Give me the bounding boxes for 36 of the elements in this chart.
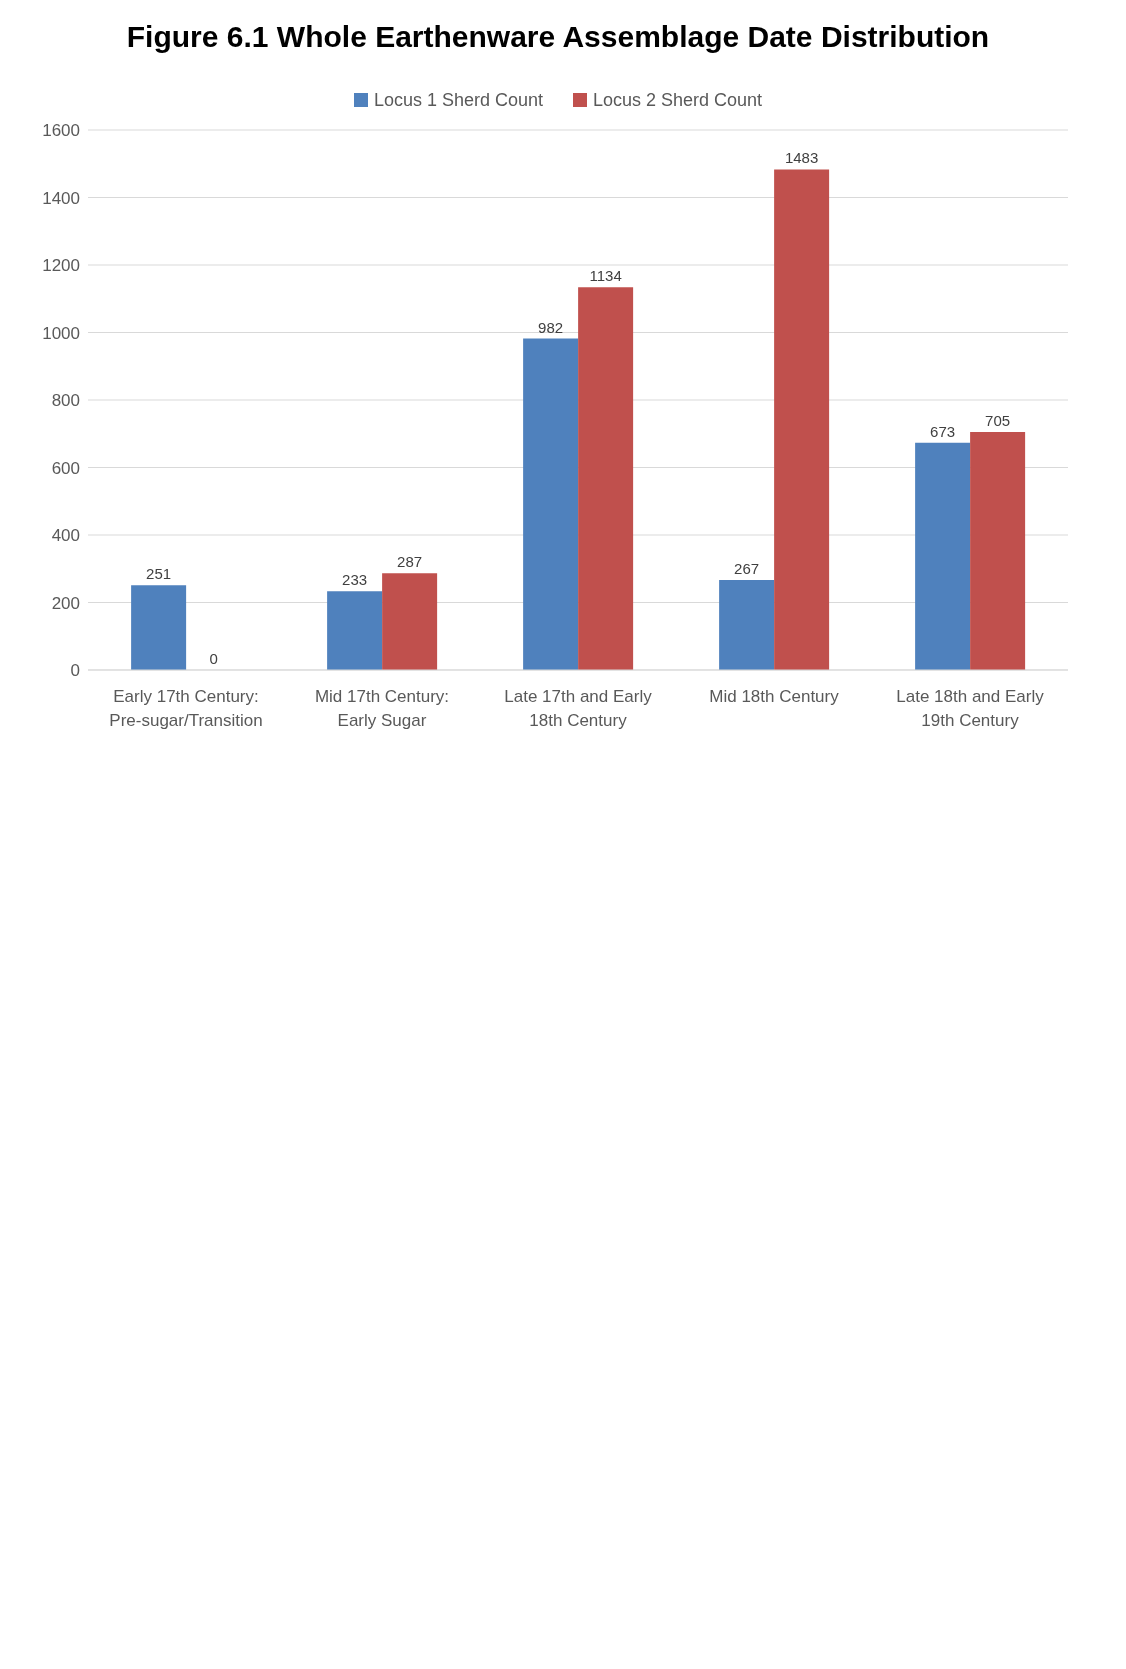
data-label: 673 [930,422,956,440]
data-label: 287 [397,553,423,571]
x-tick-label: Mid 17th Century: Early Sugar [314,687,450,730]
bar [915,442,971,670]
x-tick-label: Early 17th Century: Pre-sugar/Transition [109,687,263,730]
x-tick-label: Late 17th and Early 18th Century [504,687,653,730]
y-tick-label: 1600 [42,121,80,141]
bar [382,573,438,670]
data-label: 1483 [784,149,819,167]
y-tick-label: 400 [51,526,80,546]
y-tick-label: 1000 [42,323,80,343]
y-tick-label: 1400 [42,188,80,208]
bar [719,579,775,670]
y-tick-label: 200 [51,593,80,613]
data-label: 267 [734,559,760,577]
chart-title: Figure 6.1 Whole Earthenware Assemblage Date Distribution [125,20,991,55]
bar [523,338,579,670]
bar [131,585,187,670]
bar [327,591,383,670]
x-tick-label: Mid 18th Century [709,687,840,706]
y-tick-label: 800 [51,391,80,411]
y-tick-label: 0 [70,661,80,681]
data-label: 251 [146,565,172,583]
legend-label: Locus 2 Sherd Count [592,88,763,112]
data-label: 0 [209,649,218,667]
y-tick-label: 600 [51,458,80,478]
y-tick-label: 1200 [42,256,80,276]
legend-label: Locus 1 Sherd Count [372,88,543,112]
data-label: 705 [985,412,1011,430]
x-tick-label: Late 18th and Early 19th Century [896,687,1045,730]
bar [970,432,1026,670]
bar [774,169,830,670]
data-label: 233 [342,571,368,589]
data-label: 982 [538,318,564,336]
data-label: 1134 [589,267,622,285]
bar [578,287,634,670]
